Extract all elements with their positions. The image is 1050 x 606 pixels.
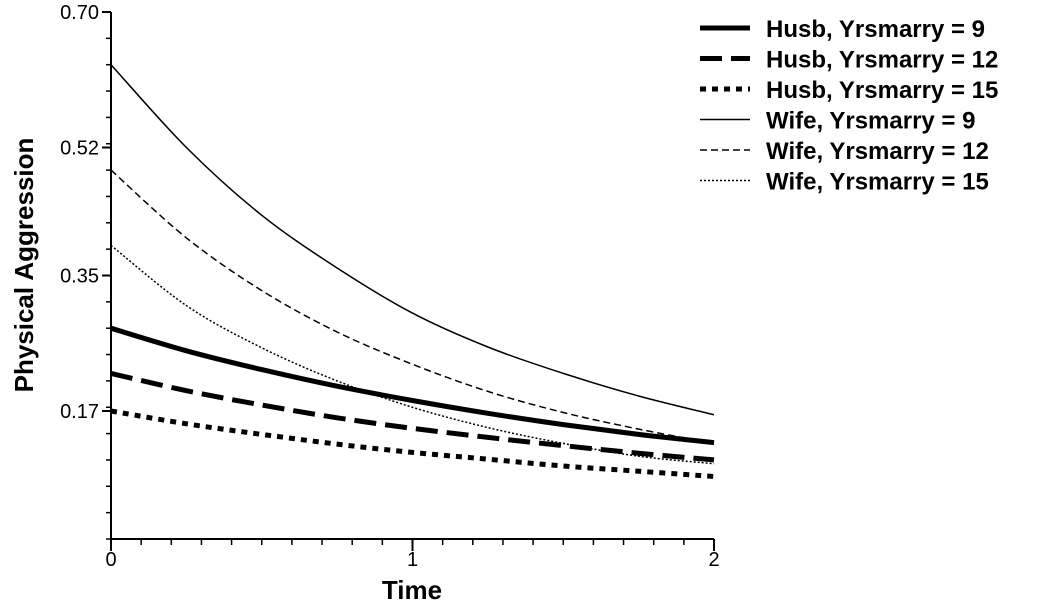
y-tick-label: 0.52	[60, 138, 99, 160]
series-line-1	[110, 325, 715, 446]
series-line-6	[110, 244, 715, 465]
legend-label-4: Wife, Yrsmarry = 9	[766, 108, 975, 135]
legend-label-5: Wife, Yrsmarry = 12	[766, 138, 989, 165]
axes: 0.17 0.35 0.52 0.70 0 1 2	[60, 2, 720, 571]
x-tick-label: 2	[708, 549, 719, 571]
legend-label-3: Husb, Yrsmarry = 15	[766, 77, 998, 104]
series-lines	[110, 64, 715, 479]
y-tick-label: 0.35	[60, 266, 99, 288]
legend-label-6: Wife, Yrsmarry = 15	[766, 169, 989, 196]
x-axis-title: Time	[382, 575, 442, 605]
x-tick-label: 0	[105, 549, 116, 571]
y-tick-label: 0.17	[60, 401, 99, 423]
series-line-5	[110, 169, 715, 445]
legend-label-2: Husb, Yrsmarry = 12	[766, 47, 998, 74]
y-axis-title: Physical Aggression	[9, 138, 39, 393]
series-line-4	[110, 64, 715, 416]
legend-label-1: Husb, Yrsmarry = 9	[766, 16, 985, 43]
series-line-3	[110, 408, 715, 479]
x-tick-label: 1	[407, 549, 418, 571]
legend: Husb, Yrsmarry = 9 Husb, Yrsmarry = 12 Hus…	[700, 16, 998, 196]
series-line-2	[110, 370, 715, 463]
y-tick-label: 0.70	[60, 2, 99, 24]
